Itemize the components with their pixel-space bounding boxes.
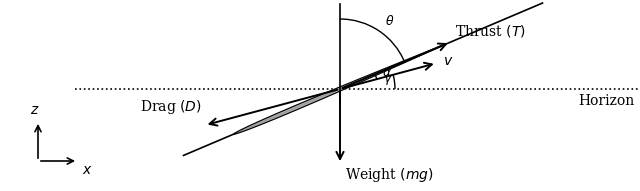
Text: $\alpha$: $\alpha$	[382, 66, 392, 79]
Text: Drag $(D)$: Drag $(D)$	[140, 98, 202, 116]
Text: Weight $(mg)$: Weight $(mg)$	[345, 166, 434, 184]
Text: $x$: $x$	[82, 163, 93, 177]
Text: Thrust $(T)$: Thrust $(T)$	[456, 23, 527, 39]
Text: $v$: $v$	[443, 54, 453, 68]
Text: $\theta$: $\theta$	[385, 14, 395, 28]
Text: Horizon: Horizon	[579, 94, 635, 108]
Text: $z$: $z$	[30, 103, 40, 117]
Polygon shape	[234, 44, 446, 134]
Text: $\gamma$: $\gamma$	[383, 73, 394, 87]
